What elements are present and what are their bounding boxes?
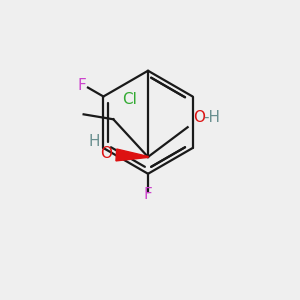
Text: F: F	[144, 187, 152, 202]
Text: O: O	[194, 110, 206, 125]
Text: -H: -H	[203, 110, 220, 125]
Text: H: H	[89, 134, 100, 148]
Text: Cl: Cl	[122, 92, 136, 107]
Polygon shape	[116, 149, 148, 161]
Text: F: F	[78, 78, 86, 93]
Text: O: O	[100, 146, 112, 161]
